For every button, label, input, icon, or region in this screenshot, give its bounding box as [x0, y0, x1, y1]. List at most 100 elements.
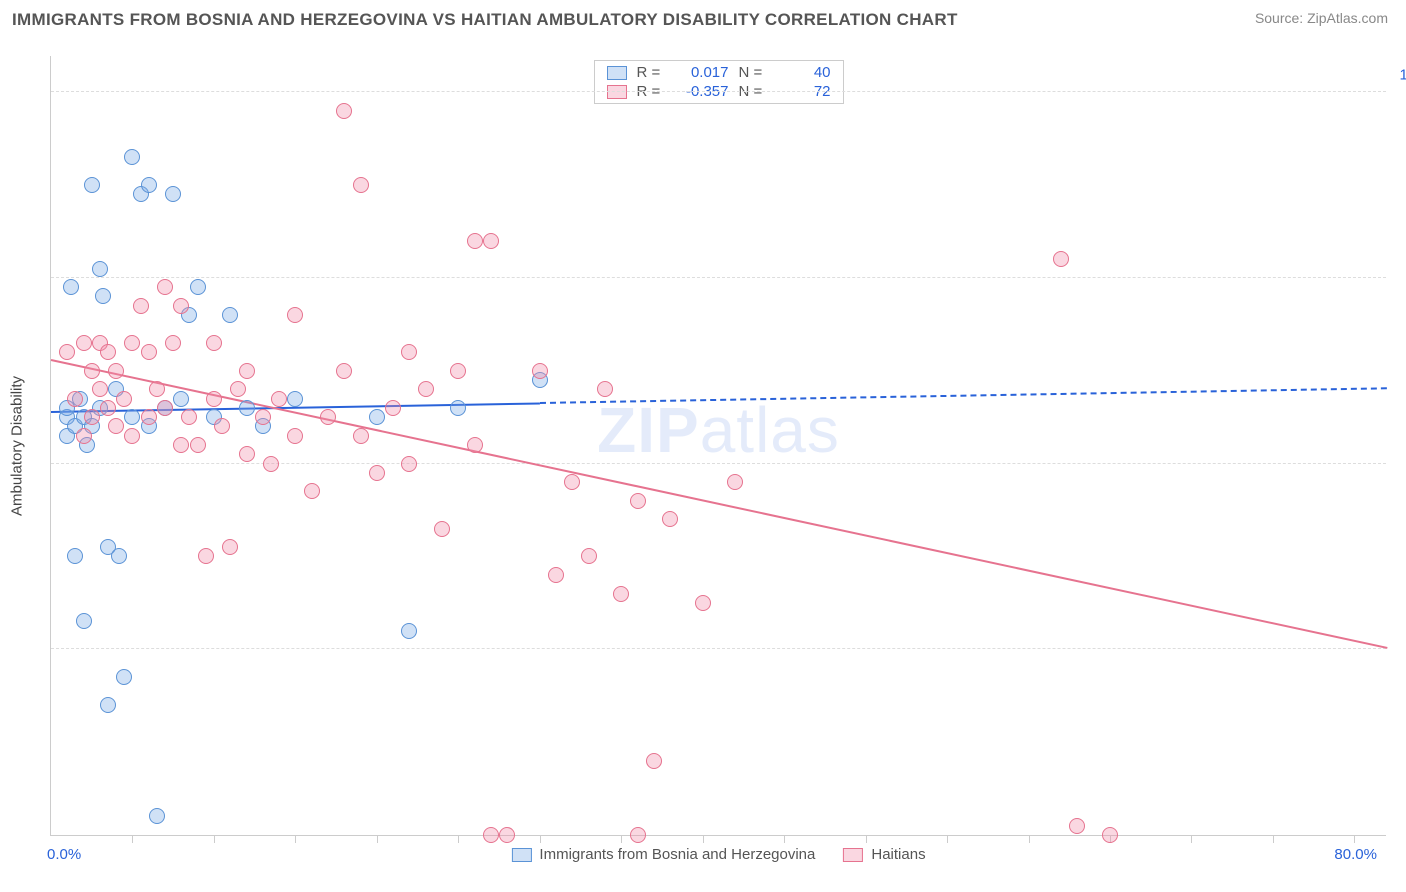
data-point — [67, 548, 83, 564]
data-point — [149, 381, 165, 397]
x-tick — [1354, 835, 1355, 843]
data-point — [76, 335, 92, 351]
data-point — [76, 613, 92, 629]
data-point — [467, 437, 483, 453]
data-point — [95, 288, 111, 304]
data-point — [597, 381, 613, 397]
x-tick — [214, 835, 215, 843]
legend-item: Haitians — [843, 846, 925, 863]
data-point — [116, 391, 132, 407]
x-tick — [540, 835, 541, 843]
y-axis-title: Ambulatory Disability — [9, 375, 26, 515]
legend-series-name: Haitians — [871, 846, 925, 863]
data-point — [141, 409, 157, 425]
data-point — [434, 521, 450, 537]
data-point — [84, 363, 100, 379]
legend-swatch — [607, 66, 627, 80]
data-point — [564, 474, 580, 490]
gridline — [51, 277, 1386, 278]
data-point — [548, 567, 564, 583]
source-credit: Source: ZipAtlas.com — [1255, 10, 1388, 26]
data-point — [100, 697, 116, 713]
legend-r-value: 0.017 — [675, 64, 729, 81]
data-point — [385, 400, 401, 416]
legend-swatch — [511, 848, 531, 862]
x-tick — [132, 835, 133, 843]
data-point — [198, 548, 214, 564]
gridline — [51, 648, 1386, 649]
data-point — [206, 335, 222, 351]
x-tick — [866, 835, 867, 843]
x-tick — [295, 835, 296, 843]
data-point — [141, 344, 157, 360]
data-point — [532, 363, 548, 379]
data-point — [157, 279, 173, 295]
data-point — [320, 409, 336, 425]
data-point — [133, 298, 149, 314]
trend-line — [540, 387, 1387, 404]
data-point — [287, 428, 303, 444]
data-point — [401, 623, 417, 639]
data-point — [401, 344, 417, 360]
data-point — [92, 381, 108, 397]
data-point — [173, 391, 189, 407]
data-point — [111, 548, 127, 564]
data-point — [287, 307, 303, 323]
data-point — [695, 595, 711, 611]
data-point — [173, 298, 189, 314]
data-point — [662, 511, 678, 527]
chart-title: IMMIGRANTS FROM BOSNIA AND HERZEGOVINA V… — [12, 10, 958, 30]
data-point — [287, 391, 303, 407]
data-point — [369, 465, 385, 481]
legend-row: R =0.017N =40 — [595, 63, 843, 82]
data-point — [230, 381, 246, 397]
x-tick — [1273, 835, 1274, 843]
data-point — [59, 344, 75, 360]
data-point — [100, 344, 116, 360]
data-point — [353, 428, 369, 444]
legend-n-label: N = — [739, 64, 767, 81]
x-tick — [377, 835, 378, 843]
data-point — [222, 307, 238, 323]
data-point — [67, 391, 83, 407]
legend-r-label: R = — [637, 64, 665, 81]
data-point — [1053, 251, 1069, 267]
data-point — [271, 391, 287, 407]
data-point — [630, 827, 646, 843]
watermark: ZIPatlas — [597, 393, 840, 467]
data-point — [124, 149, 140, 165]
data-point — [92, 261, 108, 277]
data-point — [116, 669, 132, 685]
scatter-chart: Ambulatory Disability ZIPatlas R =0.017N… — [50, 56, 1386, 836]
data-point — [255, 409, 271, 425]
data-point — [483, 827, 499, 843]
data-point — [239, 446, 255, 462]
data-point — [181, 409, 197, 425]
x-tick — [621, 835, 622, 843]
gridline — [51, 91, 1386, 92]
data-point — [222, 539, 238, 555]
data-point — [483, 233, 499, 249]
data-point — [646, 753, 662, 769]
data-point — [190, 279, 206, 295]
data-point — [190, 437, 206, 453]
data-point — [467, 233, 483, 249]
data-point — [76, 428, 92, 444]
y-tick-label: 10.0% — [1399, 67, 1406, 84]
data-point — [84, 177, 100, 193]
x-tick — [1029, 835, 1030, 843]
data-point — [499, 827, 515, 843]
data-point — [100, 400, 116, 416]
data-point — [239, 400, 255, 416]
data-point — [206, 391, 222, 407]
legend-series: Immigrants from Bosnia and HerzegovinaHa… — [503, 846, 933, 863]
data-point — [108, 418, 124, 434]
data-point — [157, 400, 173, 416]
gridline — [51, 463, 1386, 464]
data-point — [336, 103, 352, 119]
data-point — [630, 493, 646, 509]
legend-swatch — [843, 848, 863, 862]
data-point — [124, 409, 140, 425]
data-point — [336, 363, 352, 379]
x-tick — [703, 835, 704, 843]
